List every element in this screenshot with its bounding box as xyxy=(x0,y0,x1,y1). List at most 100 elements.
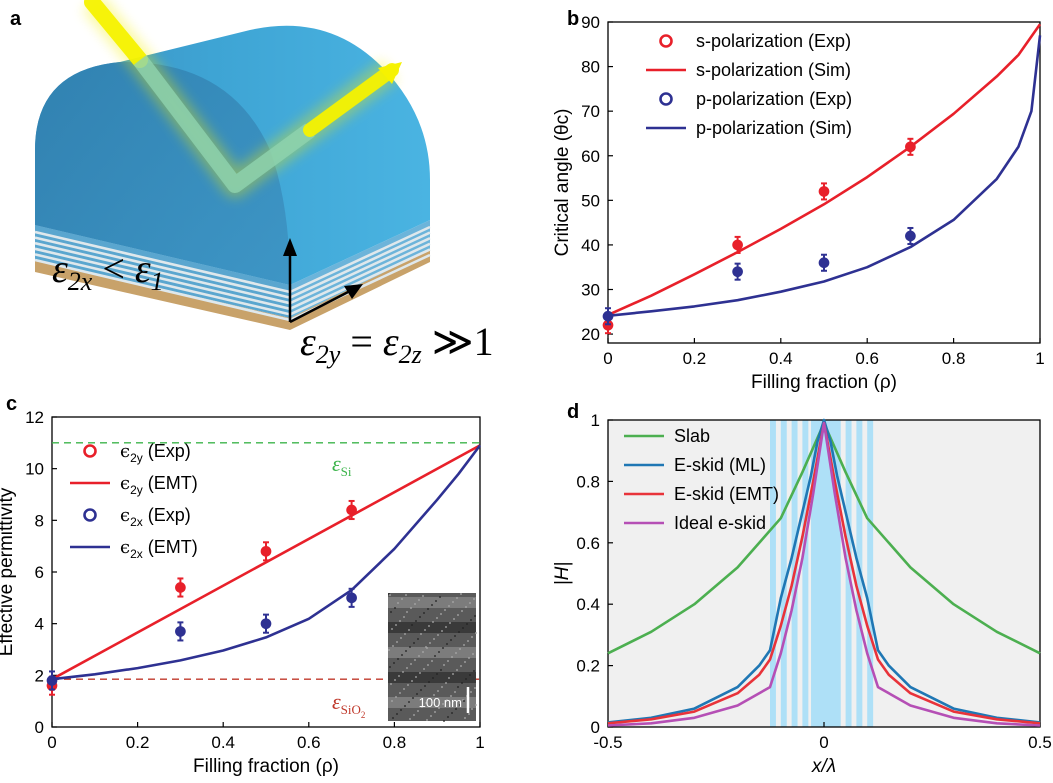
y-tick-label: 40 xyxy=(581,236,600,255)
tem-texture xyxy=(420,689,422,691)
tem-texture xyxy=(402,671,404,673)
legend-entry: s-polarization (Sim) xyxy=(696,60,851,80)
legend-entry: E-skid (ML) xyxy=(674,455,766,475)
multilayer-stripe xyxy=(867,420,874,727)
tem-texture xyxy=(455,708,457,710)
tem-texture xyxy=(411,624,413,626)
tem-texture xyxy=(430,715,432,717)
y-tick-label: 12 xyxy=(25,408,44,427)
tem-texture xyxy=(408,701,410,703)
data-point xyxy=(346,592,357,604)
y-tick-label: 2 xyxy=(35,666,44,685)
tem-texture xyxy=(399,692,401,694)
tem-texture xyxy=(420,633,422,635)
legend-entry: ϵ2x (Exp) xyxy=(120,505,191,529)
tem-texture xyxy=(453,618,455,620)
y-tick-label: 1 xyxy=(591,411,600,430)
tem-texture xyxy=(421,706,423,708)
tem-texture xyxy=(447,660,449,662)
tem-texture xyxy=(404,633,406,635)
reference-line-label: εSiO2 xyxy=(332,689,365,720)
y-tick-label: 30 xyxy=(581,281,600,300)
reference-line-label: εSi xyxy=(332,451,352,479)
y-tick-label: 10 xyxy=(25,460,44,479)
tem-texture xyxy=(407,684,409,686)
x-tick-label: 0 xyxy=(819,733,828,752)
tem-texture xyxy=(399,620,401,622)
tem-texture xyxy=(426,647,428,649)
tem-texture xyxy=(429,642,431,644)
tem-texture xyxy=(411,680,413,682)
tem-texture xyxy=(408,629,410,631)
x-tick-label: 0.4 xyxy=(211,733,235,752)
tem-texture xyxy=(434,655,436,657)
tem-texture xyxy=(395,624,397,626)
legend-entry: Ideal e-skid xyxy=(674,513,766,533)
tem-texture xyxy=(473,598,475,600)
tem-texture xyxy=(436,673,438,675)
tem-texture xyxy=(442,647,444,649)
tem-texture xyxy=(439,596,441,598)
x-tick-label: 0 xyxy=(47,733,56,752)
legend-entry: Slab xyxy=(674,426,710,446)
y-tick-label: 0.8 xyxy=(576,472,600,491)
tem-texture xyxy=(440,613,442,615)
tem-texture xyxy=(470,619,472,621)
tem-texture xyxy=(401,654,403,656)
tem-texture xyxy=(389,594,391,596)
tem-texture xyxy=(422,651,424,653)
tem-texture xyxy=(428,681,430,683)
y-tick-label: 50 xyxy=(581,191,600,210)
scale-bar-label: 100 nm xyxy=(419,695,462,710)
y-tick-label: 0 xyxy=(591,718,600,737)
data-point xyxy=(905,230,916,242)
tem-texture xyxy=(465,678,467,680)
tem-band xyxy=(388,622,476,633)
data-point xyxy=(46,675,58,686)
tem-texture xyxy=(432,621,434,623)
tem-texture xyxy=(429,698,431,700)
tem-texture xyxy=(423,668,425,670)
tem-texture xyxy=(471,636,473,638)
x-tick-label: 0.2 xyxy=(126,733,150,752)
tem-texture xyxy=(392,645,394,647)
tem-texture xyxy=(464,717,466,719)
tem-texture xyxy=(454,635,456,637)
tem-texture xyxy=(406,611,408,613)
tem-texture xyxy=(422,595,424,597)
x-tick-label: 1 xyxy=(1035,349,1044,368)
tem-texture xyxy=(438,707,440,709)
y-tick-label: 0.6 xyxy=(576,534,600,553)
tem-texture xyxy=(436,617,438,619)
tem-texture xyxy=(468,713,470,715)
data-point xyxy=(260,545,272,557)
axes-box xyxy=(607,21,1041,344)
tem-texture xyxy=(464,661,466,663)
y-tick-label: 80 xyxy=(581,58,600,77)
panel-d: d -0.5 0 0.500.20.40.60.81x/λ|H|SlabE-skid… xyxy=(552,401,1052,777)
tem-texture xyxy=(419,672,421,674)
tem-texture xyxy=(458,631,460,633)
tem-texture xyxy=(410,607,412,609)
panel-b-letter: b xyxy=(567,8,579,30)
tem-texture xyxy=(474,687,476,689)
tem-texture xyxy=(397,602,399,604)
tem-texture xyxy=(469,674,471,676)
y-axis-label: |H| xyxy=(552,562,573,586)
x-axis-label: Filling fraction (ρ) xyxy=(751,372,897,393)
tem-texture xyxy=(452,601,454,603)
tem-texture xyxy=(475,704,477,706)
tem-texture xyxy=(423,612,425,614)
tem-texture xyxy=(395,696,397,698)
legend-entry: s-polarization (Exp) xyxy=(696,31,851,51)
tem-texture xyxy=(403,616,405,618)
tem-texture xyxy=(418,655,420,657)
tem-texture xyxy=(459,648,461,650)
tem-texture xyxy=(469,602,471,604)
multilayer-stripe xyxy=(780,420,787,727)
tem-texture xyxy=(434,711,436,713)
tem-texture xyxy=(466,623,468,625)
tem-texture xyxy=(445,682,447,684)
tem-texture xyxy=(425,702,427,704)
tem-texture xyxy=(394,679,396,681)
